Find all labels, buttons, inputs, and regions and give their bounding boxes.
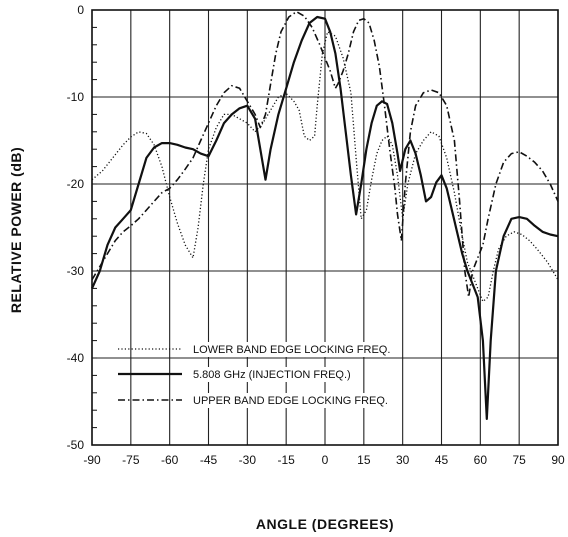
legend-text-bg [190,367,354,382]
x-tick-label: -90 [83,453,101,467]
plot-frame [91,9,559,446]
x-tick-label: 45 [435,453,449,467]
x-tick-label: -15 [277,453,295,467]
y-tick-label: -20 [67,177,85,191]
y-axis-title-text: RELATIVE POWER (dB) [8,146,24,314]
x-tick-label: 30 [396,453,410,467]
legend: LOWER BAND EDGE LOCKING FREQ. 5.808 GHz (… [118,342,394,408]
series-line-1 [91,31,559,303]
series-lines [90,10,559,420]
x-axis-title: ANGLE (DEGREES) [255,516,395,532]
y-tick-label: -30 [67,264,85,278]
series-line-2 [90,15,559,420]
y-tick-label: 0 [77,3,84,17]
legend-label-1: LOWER BAND EDGE LOCKING FREQ. [193,344,390,356]
x-tick-label: -75 [122,453,140,467]
x-tick-label: 75 [512,453,526,467]
y-axis-title: RELATIVE POWER (dB) [4,0,28,460]
x-tick-label: 0 [322,453,329,467]
legend-text-bg [190,342,394,357]
y-tick-label: -50 [67,438,85,452]
x-tick-label: 15 [357,453,371,467]
series-line-3 [91,10,559,298]
x-tick-label: 60 [474,453,488,467]
x-tick-label: -30 [239,453,257,467]
axis-ticks: 0 -10 -20 -30 -40 -50-90 -75 -60 -45 -30 -15 0 15 30 4… [67,3,565,467]
legend-text-bg [190,393,391,408]
y-tick-label: -40 [67,351,85,365]
x-tick-label: -60 [161,453,179,467]
y-tick-label: -10 [67,90,85,104]
x-tick-label: -45 [200,453,218,467]
legend-label-2: 5.808 GHz (INJECTION FREQ.) [193,369,351,381]
x-tick-label: 90 [551,453,565,467]
legend-label-3: UPPER BAND EDGE LOCKING FREQ. [193,395,388,407]
chart-grid [91,9,559,446]
